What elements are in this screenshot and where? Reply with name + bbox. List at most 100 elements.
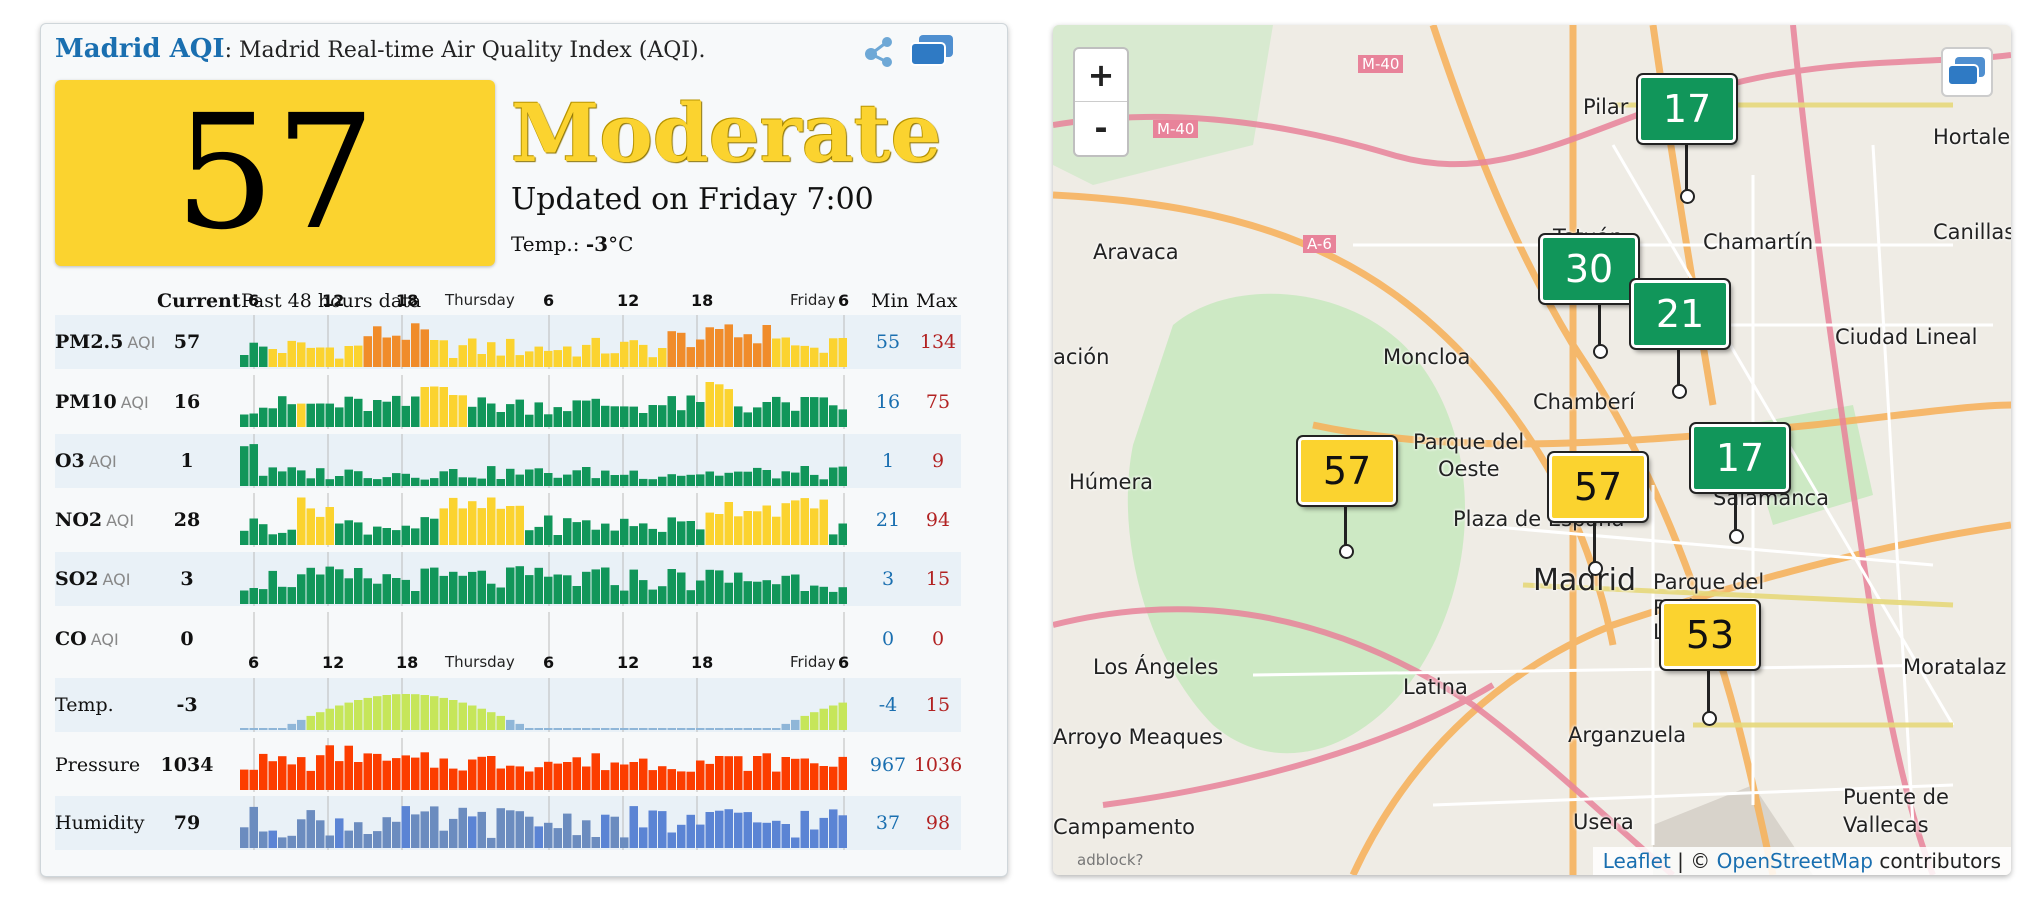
- history-bar: [553, 728, 562, 730]
- history-bar: [639, 580, 648, 604]
- history-bar: [753, 407, 762, 427]
- station-aqi-marker[interactable]: 17: [1638, 75, 1736, 143]
- history-bar: [506, 567, 515, 604]
- share-icon[interactable]: [859, 30, 899, 70]
- map-layers-button[interactable]: [1941, 47, 1993, 97]
- history-bar: [677, 728, 686, 730]
- updated-time: Updated on Friday 7:00: [511, 182, 874, 217]
- pollutant-unit: AQI: [106, 511, 135, 530]
- history-bar: [753, 581, 762, 604]
- history-bar: [544, 515, 553, 545]
- history-bar: [610, 353, 619, 367]
- history-bar: [468, 571, 477, 604]
- zoom-out-button[interactable]: -: [1094, 109, 1108, 147]
- history-bar: [506, 810, 515, 848]
- city-link[interactable]: Madrid AQI: [55, 34, 225, 64]
- history-bar: [449, 768, 458, 790]
- history-bar: [810, 347, 819, 367]
- history-bar: [810, 474, 819, 486]
- history-bar: [762, 325, 771, 367]
- history-bar: [335, 705, 344, 730]
- history-bar: [449, 571, 458, 604]
- marker-pin: [1734, 486, 1737, 533]
- station-aqi-marker[interactable]: 53: [1661, 601, 1759, 669]
- history-bar: [667, 517, 676, 545]
- history-bar: [762, 402, 771, 427]
- windows-icon[interactable]: [909, 32, 955, 68]
- history-bar: [439, 830, 448, 848]
- history-bar: [477, 708, 486, 730]
- hour-tick-label: 6: [248, 653, 260, 672]
- history-bar: [420, 811, 429, 848]
- marker-pin: [1344, 499, 1347, 548]
- history-bar: [515, 355, 524, 367]
- history-bar: [354, 471, 363, 486]
- history-bar: [430, 567, 439, 604]
- history-bar: [354, 398, 363, 427]
- history-bar: [582, 520, 591, 545]
- history-bar: [563, 728, 572, 730]
- history-bar: [420, 752, 429, 790]
- map-place-label: Pilar: [1583, 95, 1629, 119]
- station-aqi-marker[interactable]: 57: [1549, 453, 1647, 521]
- hour-tick-label: 12: [322, 653, 345, 672]
- history-bar: [762, 822, 771, 848]
- history-bar: [639, 413, 648, 427]
- history-bar: [278, 353, 287, 367]
- panel-subtitle: : Madrid Real-time Air Quality Index (AQ…: [224, 38, 706, 63]
- station-aqi-marker[interactable]: 21: [1631, 280, 1729, 348]
- history-bar: [487, 712, 496, 730]
- history-bar: [639, 827, 648, 848]
- history-bar: [259, 524, 268, 545]
- history-bar: [553, 574, 562, 604]
- min-value: 16: [875, 391, 901, 413]
- history-bar: [534, 728, 543, 730]
- station-aqi-marker[interactable]: 17: [1691, 424, 1789, 492]
- zoom-in-button[interactable]: +: [1087, 56, 1115, 94]
- history-bar: [335, 818, 344, 848]
- history-bar: [401, 525, 410, 545]
- marker-location-dot: [1729, 529, 1744, 544]
- history-bar: [724, 502, 733, 545]
- history-bar: [487, 583, 496, 604]
- history-bar: [287, 340, 296, 367]
- history-bar: [316, 347, 325, 367]
- history-bar: [382, 528, 391, 545]
- map-place-label: ación: [1053, 345, 1110, 369]
- history-bar: [411, 814, 420, 848]
- history-bar: [838, 587, 847, 604]
- history-bar: [458, 807, 467, 848]
- history-bar: [620, 341, 629, 367]
- hour-tick-label: 6: [543, 291, 555, 310]
- history-bar: [544, 576, 553, 604]
- station-aqi-marker[interactable]: 30: [1540, 235, 1638, 303]
- attribution-tail: contributors: [1873, 849, 2001, 873]
- history-bar: [525, 771, 534, 790]
- history-bar: [392, 758, 401, 790]
- map-place-label: Vallecas: [1843, 813, 1929, 837]
- aqi-value-box: 57: [55, 80, 495, 266]
- map-place-label: Húmera: [1069, 470, 1153, 494]
- history-bar: [705, 327, 714, 367]
- history-bar: [648, 728, 657, 730]
- history-bar: [544, 822, 553, 848]
- station-aqi-marker[interactable]: 57: [1298, 437, 1396, 505]
- adblock-note[interactable]: adblock?: [1077, 851, 1144, 869]
- history-bar: [791, 574, 800, 604]
- history-bar: [753, 511, 762, 545]
- history-bar: [506, 404, 515, 427]
- history-bar: [297, 497, 306, 545]
- history-bar: [430, 806, 439, 848]
- history-bar: [781, 503, 790, 545]
- history-bar: [420, 517, 429, 545]
- map-view[interactable]: + - PilarHortalezaTetuánChamartínCanilla…: [1053, 25, 2011, 875]
- leaflet-link[interactable]: Leaflet: [1602, 849, 1671, 873]
- max-value: 1036: [913, 754, 963, 776]
- history-bar: [591, 569, 600, 604]
- history-bar: [705, 812, 714, 848]
- history-bar: [819, 352, 828, 367]
- osm-link[interactable]: OpenStreetMap: [1716, 849, 1874, 873]
- history-bar: [810, 829, 819, 848]
- history-bar: [335, 407, 344, 427]
- pollutant-name: SO2: [55, 568, 99, 590]
